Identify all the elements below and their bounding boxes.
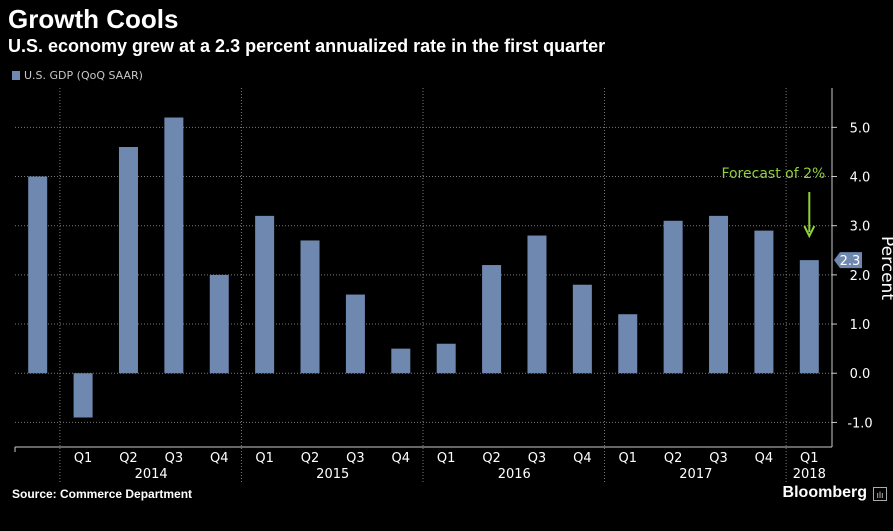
- bars: [28, 117, 819, 418]
- grid-lines: [15, 88, 832, 483]
- x-quarter-label: Q3: [346, 451, 365, 466]
- x-quarter-label: Q3: [165, 451, 184, 466]
- x-quarter-label: Q2: [119, 451, 138, 466]
- y-tick-label: 1.0: [850, 318, 871, 333]
- legend-swatch: [12, 71, 20, 80]
- bar: [572, 284, 592, 374]
- x-quarter-label: Q2: [482, 451, 501, 466]
- x-quarter-label: Q1: [255, 451, 274, 466]
- bar: [527, 235, 547, 374]
- source-note: Source: Commerce Department: [12, 487, 193, 501]
- chart-subtitle: U.S. economy grew at a 2.3 percent annua…: [8, 36, 606, 56]
- x-quarter-label: Q3: [709, 451, 728, 466]
- annotation: 2.3 Forecast of 2%: [721, 166, 862, 269]
- bar: [300, 240, 320, 374]
- bar: [28, 176, 48, 374]
- bar: [436, 343, 456, 374]
- bar: [709, 215, 729, 374]
- bar: [345, 294, 365, 374]
- x-quarter-label: Q2: [301, 451, 320, 466]
- bar: [255, 215, 275, 374]
- bar: [118, 147, 138, 374]
- y-tick-label: 5.0: [850, 121, 871, 136]
- brand-logo: Bloomberg: [782, 484, 867, 501]
- bar: [482, 265, 502, 374]
- x-year-label: 2016: [498, 467, 531, 482]
- x-quarter-label: Q1: [800, 451, 819, 466]
- bar: [799, 260, 819, 374]
- x-year-label: 2014: [135, 467, 168, 482]
- x-quarter-label: Q3: [528, 451, 547, 466]
- x-quarter-label: Q4: [210, 451, 229, 466]
- last-value-label: 2.3: [840, 254, 861, 269]
- forecast-label: Forecast of 2%: [721, 166, 825, 182]
- axes: [14, 88, 837, 452]
- brand-mark-icon: ılı: [873, 487, 887, 501]
- x-quarter-label: Q4: [573, 451, 592, 466]
- bar: [618, 314, 638, 374]
- legend-label: U.S. GDP (QoQ SAAR): [24, 69, 143, 82]
- bar: [663, 220, 683, 374]
- bar: [164, 117, 184, 374]
- y-tick-label: 4.0: [850, 171, 871, 186]
- x-quarter-label: Q4: [392, 451, 411, 466]
- y-tick-label: -1.0: [847, 416, 872, 431]
- y-tick-label: 3.0: [850, 220, 871, 235]
- x-year-label: 2018: [793, 467, 826, 482]
- bar: [209, 274, 229, 374]
- x-quarter-label: Q1: [437, 451, 456, 466]
- x-quarter-label: Q1: [618, 451, 637, 466]
- axis-labels: -1.0 0.0 1.0 2.0 3.0 4.0 5.0 Q1 Q2 Q3 Q4 Q1 Q2 Q3 Q4 Q1…: [74, 121, 893, 482]
- bar: [73, 373, 93, 418]
- chart-title: Growth Cools: [8, 4, 179, 34]
- bar: [754, 230, 774, 374]
- x-year-label: 2017: [679, 467, 712, 482]
- forecast-arrow-head: [803, 225, 816, 239]
- x-quarter-label: Q1: [74, 451, 93, 466]
- legend: U.S. GDP (QoQ SAAR): [12, 69, 143, 82]
- bar: [391, 348, 411, 374]
- x-year-label: 2015: [316, 467, 349, 482]
- x-quarter-label: Q2: [664, 451, 683, 466]
- y-tick-label: 0.0: [850, 367, 871, 382]
- y-axis-title: Percent: [877, 236, 893, 300]
- x-quarter-label: Q4: [755, 451, 774, 466]
- y-tick-label: 2.0: [850, 269, 871, 284]
- last-value-tag: [834, 252, 862, 269]
